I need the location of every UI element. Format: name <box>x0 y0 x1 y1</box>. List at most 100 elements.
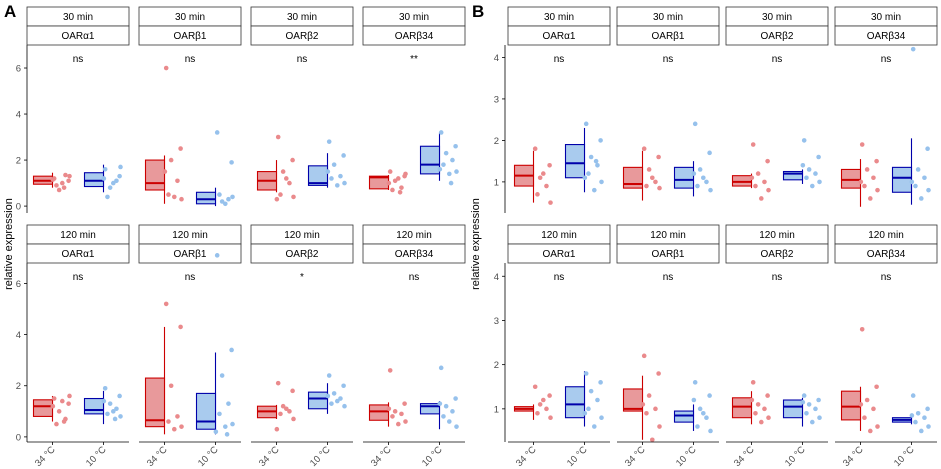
data-point <box>111 180 116 186</box>
data-point <box>291 416 296 422</box>
data-point <box>56 409 62 414</box>
data-point <box>226 401 231 406</box>
data-point <box>910 46 916 52</box>
data-point <box>862 183 867 189</box>
box <box>731 175 753 187</box>
data-point <box>532 384 538 390</box>
data-point <box>692 380 698 385</box>
data-point <box>532 146 538 152</box>
box <box>782 170 804 181</box>
data-point <box>403 171 408 177</box>
data-point <box>859 142 865 147</box>
data-point <box>922 175 927 181</box>
x-tick-label: 34 °C <box>732 444 757 469</box>
data-point <box>214 253 220 258</box>
data-point <box>926 187 931 193</box>
data-point <box>653 179 658 185</box>
data-point <box>817 415 822 420</box>
strip-gene-label: OARβ1 <box>174 249 207 260</box>
data-point <box>656 371 661 376</box>
data-point <box>707 393 712 398</box>
data-point <box>753 410 758 416</box>
data-point <box>909 413 915 418</box>
data-point <box>806 167 812 172</box>
data-point <box>453 396 458 401</box>
significance-label: ns <box>554 54 565 65</box>
strip-gene <box>834 25 938 46</box>
data-point <box>386 180 392 186</box>
strip-time-label: 30 min <box>762 12 792 23</box>
data-point <box>810 183 815 189</box>
data-point <box>586 171 591 176</box>
data-point <box>864 167 870 172</box>
strip-gene <box>834 243 938 264</box>
data-point <box>913 183 918 189</box>
data-point <box>326 139 332 144</box>
strip-time-label: 30 min <box>175 12 205 23</box>
data-point <box>537 175 543 181</box>
data-point <box>67 393 72 399</box>
y-tick-label: 1 <box>494 177 499 188</box>
data-point <box>438 365 444 371</box>
data-point <box>56 187 62 193</box>
data-point <box>909 179 915 185</box>
strip-time-label: 120 min <box>759 230 795 241</box>
strip-gene-label: OARβ2 <box>761 249 794 260</box>
data-point <box>101 398 107 404</box>
data-point <box>704 415 709 420</box>
data-point <box>910 393 916 398</box>
x-tick-label: 10 °C <box>783 444 808 469</box>
data-point <box>595 397 600 403</box>
data-point <box>178 324 183 330</box>
data-point <box>868 428 873 434</box>
data-point <box>329 401 334 406</box>
data-point <box>646 167 652 172</box>
strip-gene-label: OARβ34 <box>867 249 906 260</box>
data-point <box>396 421 401 427</box>
data-point <box>701 175 706 181</box>
data-point <box>105 411 110 417</box>
strip-gene-label: OARα1 <box>61 249 94 260</box>
x-tick-label: 10 °C <box>674 444 699 469</box>
data-point <box>107 401 113 406</box>
significance-label: ** <box>410 54 418 65</box>
data-point <box>437 401 443 406</box>
box <box>32 399 54 417</box>
data-point <box>749 397 755 403</box>
data-point <box>817 179 822 185</box>
strip-time-label: 120 min <box>396 230 432 241</box>
significance-label: ns <box>73 54 84 65</box>
data-point <box>274 426 280 432</box>
data-point <box>816 397 821 403</box>
x-tick-label: 10 °C <box>565 444 590 469</box>
data-point <box>588 388 594 394</box>
data-point <box>163 301 169 307</box>
data-point <box>644 410 649 416</box>
data-point <box>219 199 225 204</box>
data-point <box>755 171 761 176</box>
data-point <box>61 185 67 190</box>
data-point <box>582 175 588 181</box>
data-point <box>387 169 393 174</box>
box <box>673 166 695 189</box>
data-point <box>875 187 880 193</box>
data-point <box>101 176 107 181</box>
data-point <box>179 196 184 202</box>
box <box>622 388 644 412</box>
x-tick-label: 34 °C <box>33 444 58 469</box>
y-tick-label: 1 <box>494 404 499 415</box>
data-point <box>172 194 177 200</box>
data-point <box>541 171 546 176</box>
box <box>83 397 105 415</box>
data-point <box>118 414 123 419</box>
data-point <box>274 196 280 202</box>
data-point <box>284 406 289 412</box>
data-point <box>325 393 331 399</box>
data-point <box>399 411 404 417</box>
data-point <box>759 419 764 425</box>
box <box>368 404 390 421</box>
data-point <box>387 368 393 373</box>
data-point <box>750 380 756 385</box>
y-tick-label: 6 <box>16 279 21 290</box>
